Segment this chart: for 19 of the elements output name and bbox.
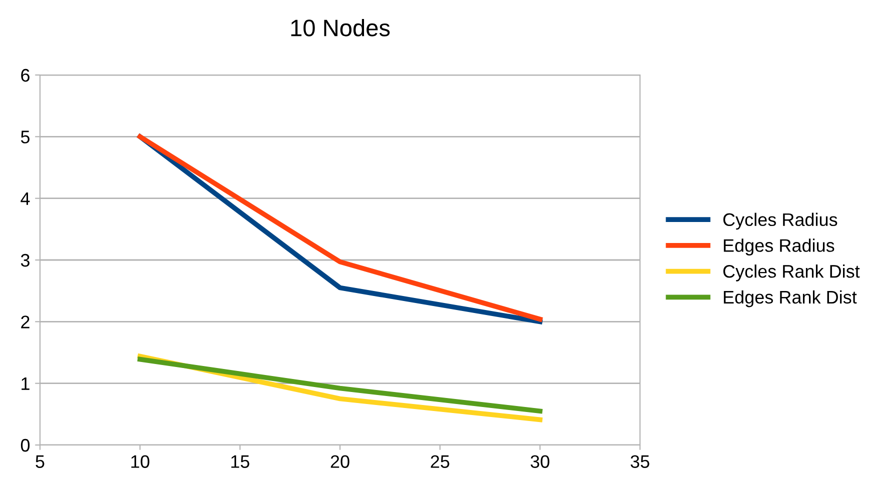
y-tick-label: 4 [20, 192, 30, 205]
chart-title: 10 Nodes [291, 19, 390, 36]
legend-label: Cycles Rank Dist [723, 264, 860, 282]
x-tick-label: 30 [530, 455, 550, 468]
legend-label: Edges Radius [724, 238, 834, 256]
y-tick-label: 6 [21, 68, 30, 82]
x-tick-label: 5 [36, 455, 44, 468]
y-tick-label: 3 [20, 254, 30, 267]
x-tick-label: 15 [231, 455, 250, 468]
y-tick-label: 0 [20, 438, 30, 452]
legend-label: Cycles Radius [723, 212, 838, 230]
y-tick-label: 1 [22, 377, 30, 390]
x-tick-label: 25 [430, 455, 450, 468]
x-tick-label: 35 [630, 455, 650, 468]
x-tick-label: 10 [131, 455, 150, 468]
y-tick-label: 2 [21, 316, 30, 328]
legend-label: Edges Rank Dist [724, 290, 857, 308]
x-tick-label: 20 [330, 455, 350, 468]
y-tick-label: 5 [20, 130, 30, 144]
